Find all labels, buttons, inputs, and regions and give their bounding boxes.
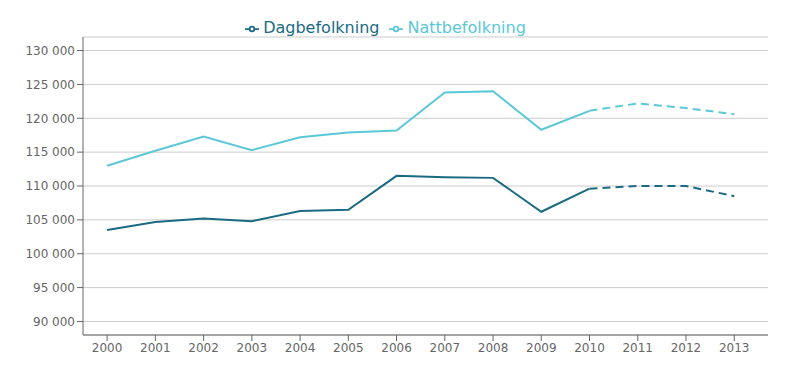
svg-text:130 000: 130 000: [25, 44, 75, 58]
svg-text:110 000: 110 000: [25, 179, 75, 193]
svg-text:2006: 2006: [381, 341, 412, 355]
svg-text:2010: 2010: [574, 341, 605, 355]
svg-text:105 000: 105 000: [25, 213, 75, 227]
svg-text:2000: 2000: [92, 341, 123, 355]
svg-text:100 000: 100 000: [25, 247, 75, 261]
svg-text:90 000: 90 000: [33, 315, 75, 329]
svg-text:115 000: 115 000: [25, 145, 75, 159]
svg-text:2008: 2008: [478, 341, 509, 355]
svg-text:125 000: 125 000: [25, 78, 75, 92]
svg-text:120 000: 120 000: [25, 112, 75, 126]
svg-text:2004: 2004: [285, 341, 316, 355]
svg-text:2011: 2011: [622, 341, 653, 355]
html-text:Dagbefolkning: Dagbefolkning: [263, 18, 380, 37]
svg-text:2009: 2009: [526, 341, 557, 355]
svg-text:2003: 2003: [237, 341, 268, 355]
svg-text:2002: 2002: [188, 341, 219, 355]
svg-text:2001: 2001: [140, 341, 171, 355]
svg-text:2007: 2007: [430, 341, 461, 355]
html-text:Nattbefolkning: Nattbefolkning: [407, 18, 526, 37]
svg-text:2013: 2013: [719, 341, 750, 355]
svg-text:2005: 2005: [333, 341, 364, 355]
svg-text:95 000: 95 000: [33, 281, 75, 295]
svg-text:2012: 2012: [671, 341, 702, 355]
